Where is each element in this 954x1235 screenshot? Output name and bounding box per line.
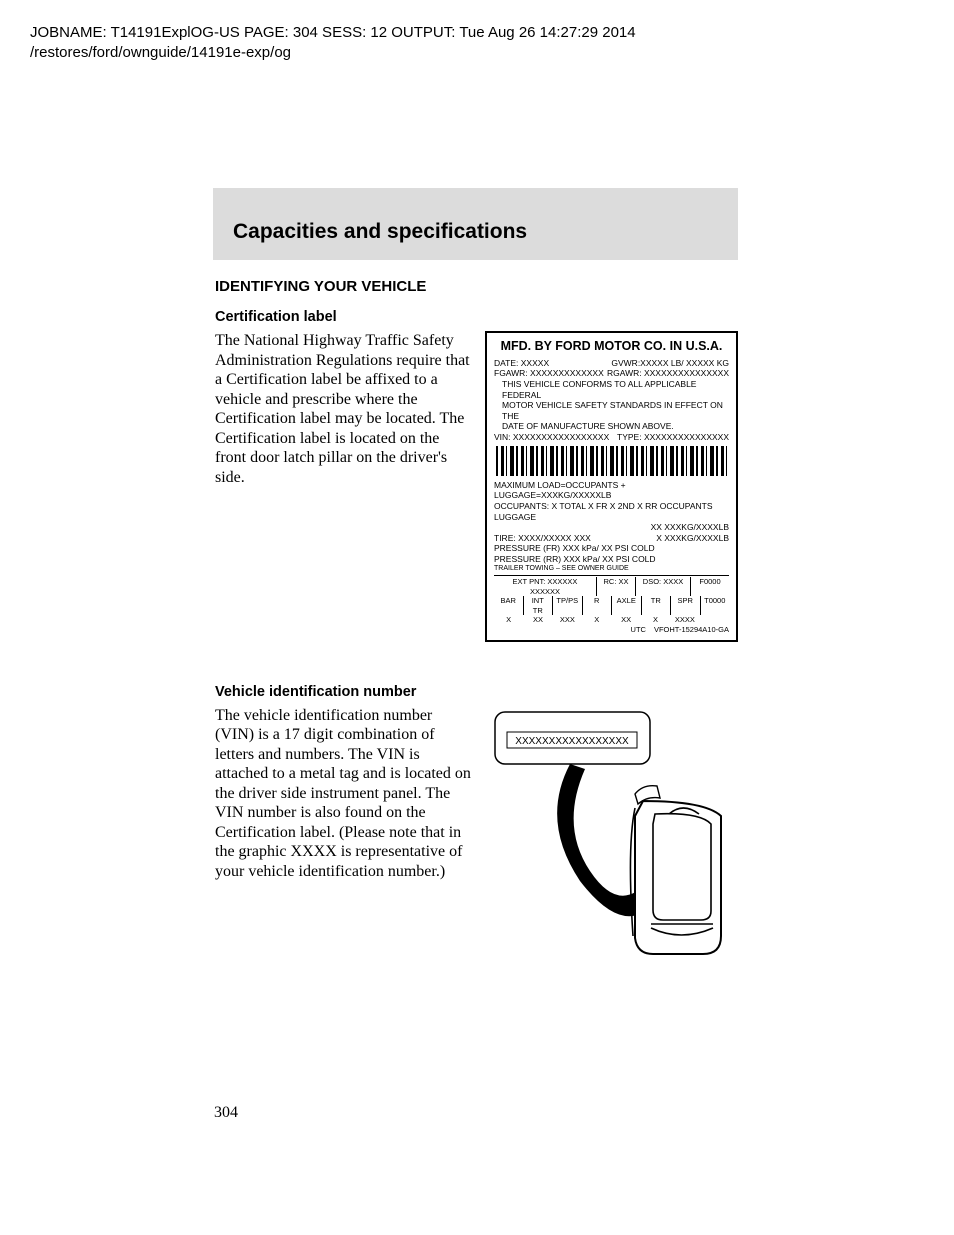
cert-right1: XX XXXKG/XXXXLB [651, 522, 729, 533]
vin-block: The vehicle identification number (VIN) … [213, 706, 738, 966]
certification-label: MFD. BY FORD MOTOR CO. IN U.S.A. DATE: X… [485, 331, 738, 642]
job-header: JOBNAME: T14191ExplOG-US PAGE: 304 SESS:… [30, 23, 636, 62]
section-subheading-vin: Vehicle identification number [215, 684, 738, 700]
cert-title: MFD. BY FORD MOTOR CO. IN U.S.A. [494, 339, 729, 355]
cert-maxload: MAXIMUM LOAD=OCCUPANTS + LUGGAGE=XXXKG/X… [494, 480, 729, 501]
cert-type: TYPE: XXXXXXXXXXXXXXX [617, 432, 729, 443]
cert-gvwr: GVWR:XXXXX LB/ XXXXX KG [611, 358, 729, 369]
cert-body-text: The National Highway Traffic Safety Admi… [213, 331, 471, 487]
vin-body-text: The vehicle identification number (VIN) … [213, 706, 471, 882]
chapter-title: Capacities and specifications [233, 220, 738, 244]
job-header-line2: /restores/ford/ownguide/14191e-exp/og [30, 43, 636, 63]
barcode-icon [496, 446, 727, 476]
cert-vin: VIN: XXXXXXXXXXXXXXXXX [494, 432, 609, 443]
cert-utc: UTC [631, 625, 646, 634]
vin-diagram-icon: XXXXXXXXXXXXXXXXX [485, 706, 738, 966]
section-heading: IDENTIFYING YOUR VEHICLE [215, 278, 738, 295]
vin-plate-text: XXXXXXXXXXXXXXXXX [515, 736, 629, 747]
page-number: 304 [214, 1104, 238, 1122]
cert-press-rr: PRESSURE (RR) XXX kPa/ XX PSI COLD [494, 554, 729, 565]
certification-label-figure: MFD. BY FORD MOTOR CO. IN U.S.A. DATE: X… [485, 331, 738, 642]
cert-block: The National Highway Traffic Safety Admi… [213, 331, 738, 642]
cert-tire: TIRE: XXXX/XXXXX XXX [494, 533, 591, 544]
cert-fgawr: FGAWR: XXXXXXXXXXXXX [494, 368, 604, 379]
cert-footer-code: VFOHT-15294A10-GA [646, 625, 729, 634]
cert-date: DATE: XXXXX [494, 358, 549, 369]
cert-conform3: DATE OF MANUFACTURE SHOWN ABOVE. [494, 421, 729, 432]
section-subheading-cert: Certification label [215, 309, 738, 325]
page-content: Capacities and specifications IDENTIFYIN… [213, 188, 738, 1008]
cert-conform1: THIS VEHICLE CONFORMS TO ALL APPLICABLE … [494, 379, 729, 400]
chapter-bar: Capacities and specifications [213, 188, 738, 260]
cert-conform2: MOTOR VEHICLE SAFETY STANDARDS IN EFFECT… [494, 400, 729, 421]
cert-trailer: TRAILER TOWING – SEE OWNER GUIDE [494, 565, 729, 574]
cert-right2: X XXXKG/XXXXLB [656, 533, 729, 544]
cert-occupants: OCCUPANTS: X TOTAL X FR X 2ND X RR OCCUP… [494, 501, 729, 522]
cert-table: EXT PNT: XXXXXX XXXXXX RC: XX DSO: XXXX … [494, 575, 729, 624]
cert-rgawr: RGAWR: XXXXXXXXXXXXXXX [607, 368, 729, 379]
cert-press-fr: PRESSURE (FR) XXX kPa/ XX PSI COLD [494, 543, 729, 554]
job-header-line1: JOBNAME: T14191ExplOG-US PAGE: 304 SESS:… [30, 23, 636, 43]
vin-location-figure: XXXXXXXXXXXXXXXXX [485, 706, 738, 966]
